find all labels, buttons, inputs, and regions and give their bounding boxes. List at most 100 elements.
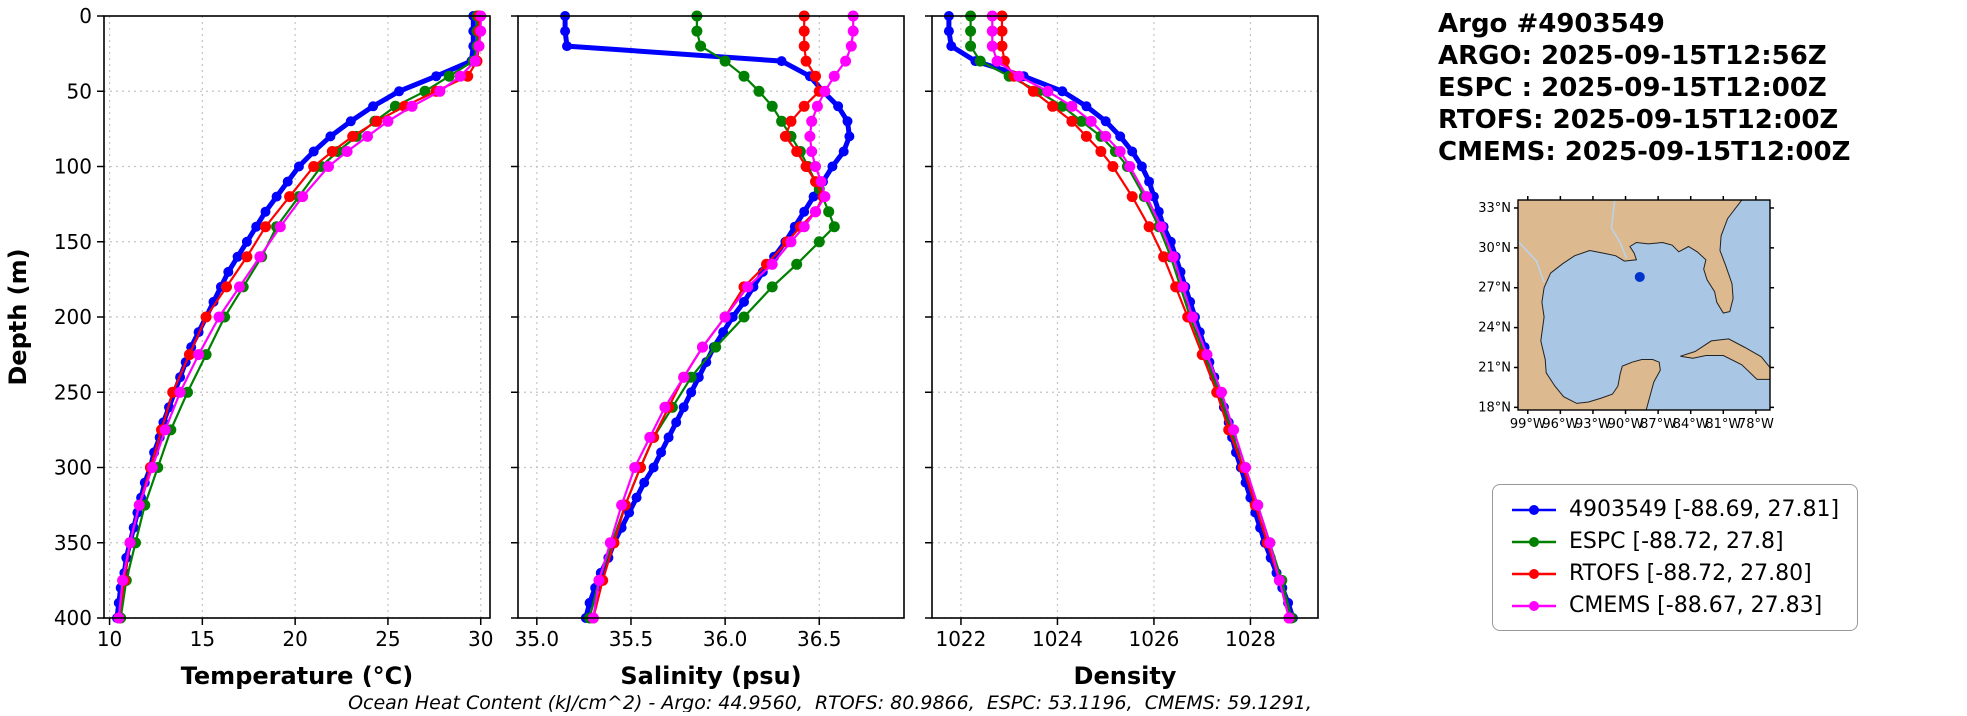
x-tick-label: 15 [190, 627, 215, 651]
x-tick-label: 25 [375, 627, 400, 651]
series-marker-CMEMS [644, 431, 656, 443]
y-tick-label: 150 [54, 230, 92, 254]
series-marker-CMEMS [406, 100, 418, 112]
x-tick-label: 1022 [935, 627, 986, 651]
series-marker-RTOFS [1107, 161, 1119, 172]
series-line-RTOFS [117, 16, 480, 619]
series-marker-CMEMS [806, 146, 818, 157]
series-marker-CMEMS [819, 85, 831, 97]
series-marker-4903549 [1081, 101, 1092, 112]
series-marker-4903549 [560, 26, 571, 37]
series-marker-4903549 [345, 116, 356, 127]
series-marker-RTOFS [798, 25, 810, 37]
y-axis-label: Depth (m) [4, 248, 32, 385]
series-marker-RTOFS [1095, 146, 1107, 157]
series-marker-RTOFS [1066, 115, 1078, 127]
series-marker-4903549 [293, 161, 304, 172]
map-lat-label: 27°N [1478, 281, 1511, 296]
series-marker-4903549 [260, 206, 271, 217]
series-marker-CMEMS [1124, 161, 1136, 172]
series-marker-CMEMS [174, 386, 186, 398]
series-marker-4903549 [562, 41, 572, 52]
series-marker-ESPC [791, 258, 803, 270]
series-marker-RTOFS [785, 115, 797, 127]
series-marker-4903549 [739, 296, 749, 307]
series-marker-CMEMS [382, 115, 394, 127]
series-marker-RTOFS [779, 130, 791, 142]
series-marker-4903549 [631, 492, 642, 503]
legend-line-marker-icon [1512, 568, 1556, 579]
float-title: Argo #4903549 [1438, 9, 1665, 39]
series-marker-CMEMS [1216, 386, 1227, 398]
series-marker-4903549 [282, 176, 293, 187]
series-marker-4903549 [241, 236, 252, 247]
series-marker-CMEMS [193, 349, 205, 361]
y-tick-label: 50 [67, 79, 92, 103]
series-marker-RTOFS [200, 311, 212, 323]
legend-item: RTOFS [-88.72, 27.80] [1511, 561, 1839, 586]
x-label-salinity: Salinity (psu) [620, 662, 801, 690]
series-marker-4903549 [693, 372, 704, 383]
series-marker-CMEMS [1201, 349, 1213, 361]
series-marker-4903549 [308, 146, 319, 157]
series-marker-4903549 [1100, 116, 1111, 127]
series-marker-CMEMS [629, 462, 641, 473]
series-marker-CMEMS [810, 206, 821, 218]
series-marker-4903549 [686, 387, 697, 398]
series-marker-4903549 [1136, 161, 1147, 172]
panel-2: 1022 1024 1026 1028 [925, 10, 1319, 651]
series-marker-CMEMS [1114, 146, 1126, 157]
x-tick-label: 1024 [1032, 627, 1083, 651]
series-marker-CMEMS [616, 499, 628, 511]
series-marker-4903549 [431, 71, 442, 82]
map-lat-label: 24°N [1478, 321, 1511, 336]
series-line-RTOFS [592, 16, 825, 619]
series-marker-CMEMS [117, 574, 129, 586]
series-marker-ESPC [1056, 100, 1068, 112]
series-marker-CMEMS [1273, 574, 1285, 586]
series-marker-4903549 [808, 191, 819, 202]
series-marker-CMEMS [766, 258, 778, 270]
land-mass [1518, 200, 1743, 410]
series-marker-ESPC [828, 221, 840, 233]
map-lat-label: 21°N [1478, 360, 1511, 375]
series-marker-CMEMS [828, 70, 840, 82]
series-marker-4903549 [842, 116, 853, 127]
series-marker-ESPC [753, 85, 765, 97]
legend-label: ESPC [-88.72, 27.8] [1569, 529, 1784, 554]
series-line-CMEMS [117, 16, 482, 619]
series-marker-ESPC [710, 341, 722, 353]
series-marker-CMEMS [811, 100, 823, 112]
series-marker-CMEMS [1187, 311, 1198, 323]
series-marker-RTOFS [996, 40, 1008, 52]
river-line [1610, 200, 1628, 259]
series-marker-CMEMS [475, 25, 487, 37]
series-marker-CMEMS [1155, 221, 1167, 233]
series-marker-4903549 [946, 41, 957, 52]
series-marker-4903549 [678, 402, 689, 413]
series-marker-CMEMS [785, 236, 797, 248]
series-marker-RTOFS [798, 100, 810, 112]
series-marker-RTOFS [996, 25, 1008, 37]
y-tick-label: 200 [54, 305, 92, 329]
series-marker-CMEMS [1100, 130, 1112, 142]
series-marker-CMEMS [1013, 70, 1025, 82]
x-tick-label: 10 [97, 627, 122, 651]
series-marker-4903549 [394, 86, 405, 97]
series-marker-CMEMS [1085, 115, 1097, 127]
location-map: 33°N 30°N 27°N 24°N 21°N 18°N 99°W96°W93°W90°W… [1478, 196, 1774, 432]
series-marker-ESPC [965, 40, 977, 52]
espc-timestamp: ESPC : 2025-09-15T12:00Z [1438, 73, 1827, 103]
series-marker-4903549 [1127, 146, 1138, 157]
y-tick-label: 400 [54, 606, 92, 630]
series-marker-CMEMS [697, 341, 708, 353]
series-marker-CMEMS [133, 499, 145, 511]
series-marker-RTOFS [260, 221, 271, 233]
series-line-CMEMS [592, 16, 855, 619]
map-lon-label: 87°W [1640, 417, 1676, 432]
series-marker-RTOFS [326, 146, 338, 157]
series-marker-CMEMS [297, 191, 309, 203]
series-marker-CMEMS [213, 311, 225, 323]
series-marker-ESPC [738, 70, 750, 82]
